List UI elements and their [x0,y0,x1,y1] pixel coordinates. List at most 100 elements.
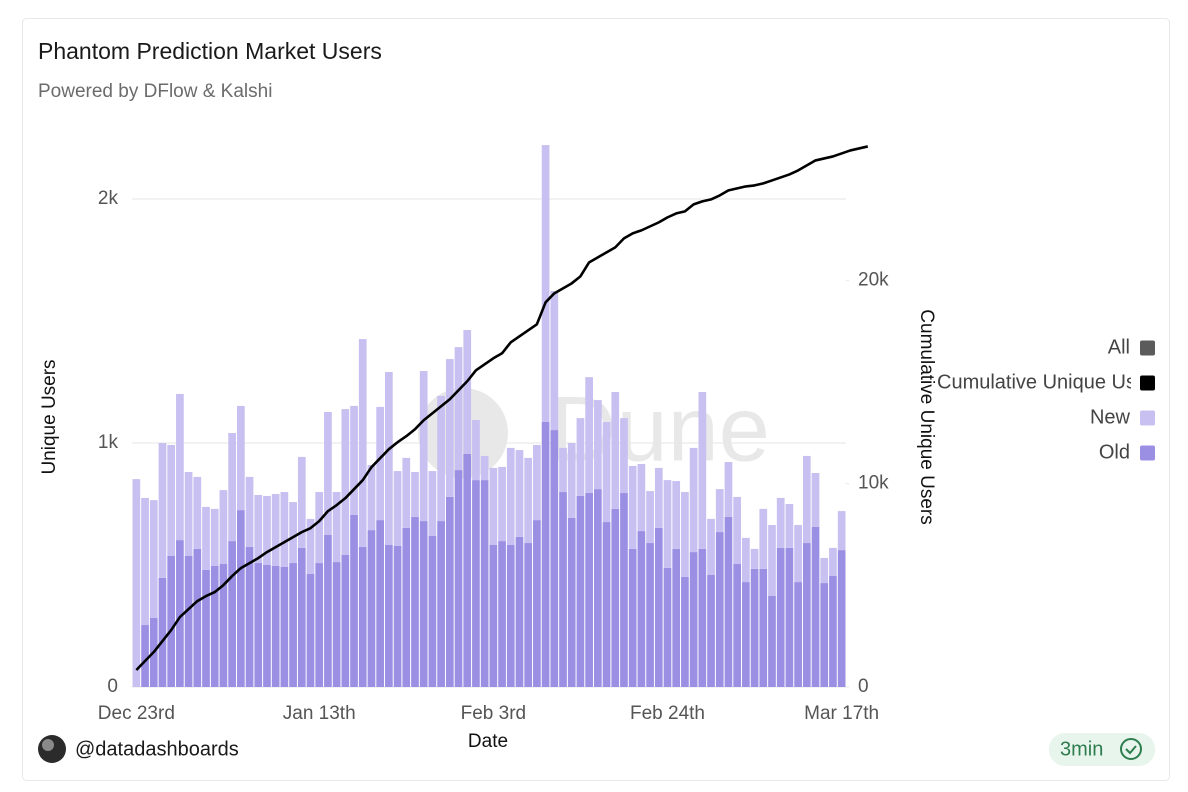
bar-old [385,544,393,687]
bar-old [593,489,602,687]
footer: @datadashboards 3min [38,733,1155,766]
bar-old [715,532,724,687]
bar-old [489,544,498,687]
bar-old [820,583,829,687]
bar-new [559,447,567,493]
bar-old [219,564,228,687]
bar-new [593,400,602,490]
chart-title: Phantom Prediction Market Users [38,38,382,64]
bar-old [280,566,289,687]
bar-new [184,472,193,556]
bar-new [637,463,646,532]
bar-new [332,492,341,563]
bar-new [837,511,846,551]
bar-old [411,516,419,687]
bar-old [245,546,254,687]
bar-old [228,541,236,687]
y-axis-title: Unique Users [39,359,60,474]
bar-old [689,552,698,687]
bar-new [315,492,324,564]
bar-old [802,543,811,687]
bar-old [141,625,149,687]
bar-old [176,540,184,687]
bar-new [672,481,681,549]
bar-new [263,495,271,565]
y2-axis-title: Cumulative Unique Users [916,309,937,524]
bar-new [506,447,515,545]
bar-new [524,457,533,544]
bar-new [297,456,306,548]
bar-old [576,495,585,687]
bar-old [681,576,689,687]
x-tick-label: Mar 17th [804,703,879,724]
legend-label[interactable]: All [1108,336,1130,358]
bar-new [611,392,620,509]
bar-old [707,575,715,687]
bar-old [271,565,280,687]
cumulative-line [135,145,869,671]
legend-label[interactable]: Cumulative Unique Users [937,371,1164,393]
bar-new [411,472,419,517]
bar-new [445,359,454,497]
bar-new [210,508,219,566]
bar-new [602,422,611,523]
bar-new [733,496,742,565]
bar-old [837,550,846,687]
bar-old [498,541,506,687]
bar-new [402,457,411,528]
bar-new [454,347,463,471]
bar-new [498,466,506,542]
bar-new [472,420,480,481]
bar-new [202,506,210,570]
bar-old [402,527,411,687]
x-axis-title: Date [468,731,508,752]
legend-swatch[interactable] [1140,340,1155,356]
bar-old [620,493,628,687]
y-tick-label: 0 [107,676,118,697]
labels: 0 1k 2k 0 10k 20k Dec 23rd Jan 13th Feb 3rd Feb 2… [98,188,889,724]
bar-new [167,444,176,556]
bar-new [254,494,263,564]
legend-swatch[interactable] [1140,375,1155,391]
bar-old [445,496,454,687]
bar-old [646,543,654,687]
bar-new [367,464,376,531]
bar-old [654,527,663,687]
bar-old [724,516,733,687]
bar-new [646,491,654,544]
lines [135,145,869,671]
bar-new [271,493,280,566]
legend-swatch[interactable] [1140,410,1155,426]
bar-old [210,565,219,687]
legend-label[interactable]: Old [1099,441,1130,463]
bar-old [480,480,489,687]
legend-label[interactable]: New [1090,406,1131,428]
legend-swatch[interactable] [1140,445,1155,461]
bar-old [315,563,324,687]
bar-old [550,430,559,687]
bar-new [324,412,332,535]
bar-new [219,490,228,565]
bar-new [750,548,759,569]
bar-old [672,548,681,687]
author[interactable]: @datadashboards [75,738,239,760]
bar-new [533,444,541,521]
refresh-badge-text: 3min [1060,738,1103,760]
bar-new [567,443,576,518]
bar-new [419,371,428,522]
bar-old [585,493,593,687]
bar-new [228,432,236,542]
bars [132,145,846,687]
bar-old [463,453,472,687]
bar-new [289,502,297,564]
bar-new [829,547,837,576]
y2-tick-label: 20k [858,269,889,290]
x-tick-label: Dec 23rd [98,703,175,724]
bar-new [541,145,550,423]
bar-new [132,479,141,687]
refresh-badge-check [1125,745,1137,755]
bar-new [245,476,254,547]
bar-new [306,518,315,575]
bar-old [759,568,768,687]
